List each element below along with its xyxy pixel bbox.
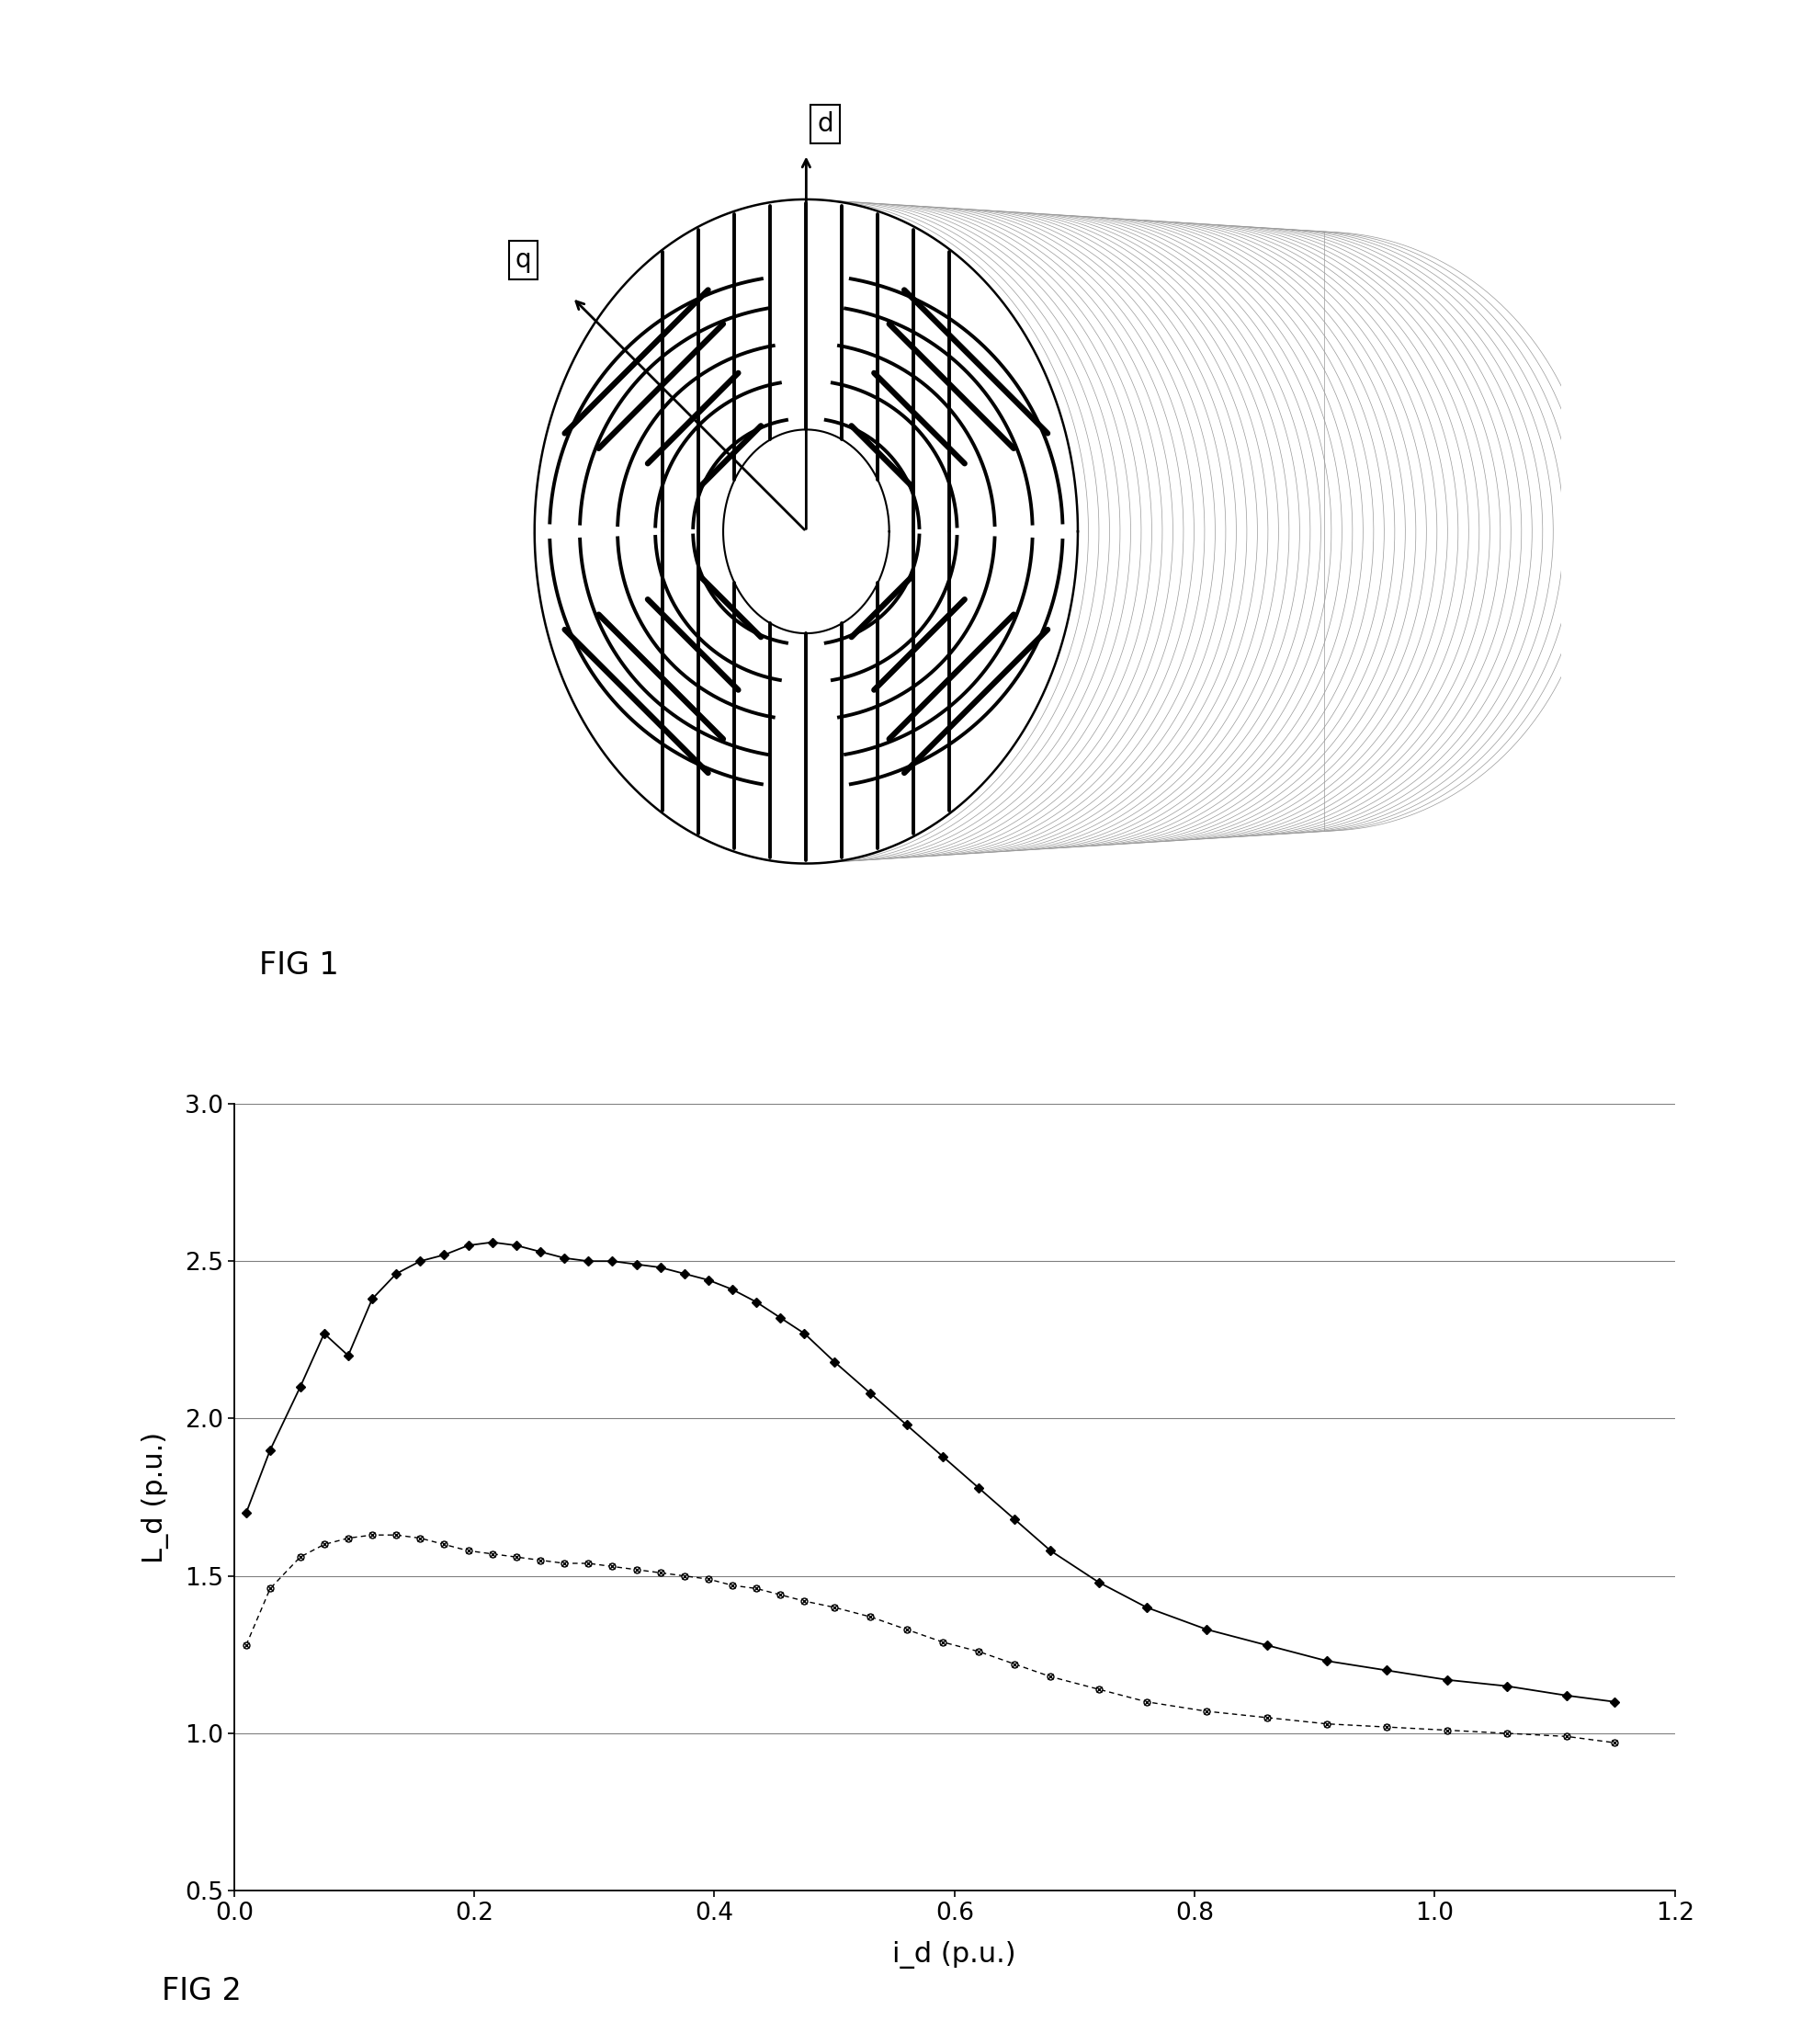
- Text: FIG 2: FIG 2: [162, 1977, 241, 2005]
- Text: FIG 1: FIG 1: [259, 950, 339, 981]
- Y-axis label: L_d (p.u.): L_d (p.u.): [142, 1431, 169, 1564]
- Text: q: q: [515, 247, 531, 272]
- X-axis label: i_d (p.u.): i_d (p.u.): [893, 1940, 1016, 1968]
- Text: d: d: [818, 110, 834, 137]
